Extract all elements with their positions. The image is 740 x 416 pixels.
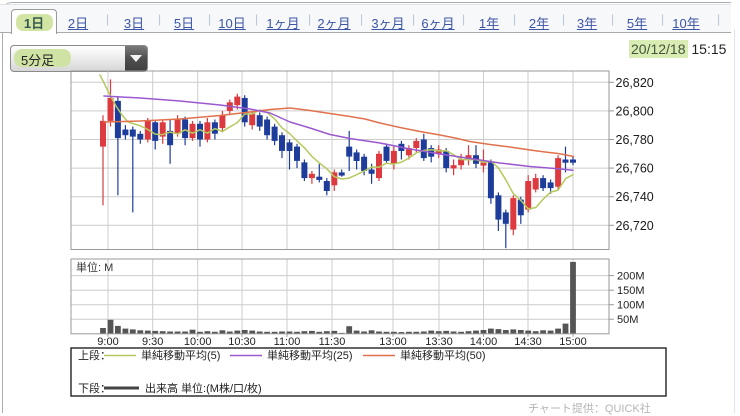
svg-text:26,740: 26,740 — [616, 190, 654, 204]
svg-text:11:30: 11:30 — [319, 336, 346, 348]
svg-text:単純移動平均(25): 単純移動平均(25) — [267, 348, 353, 362]
svg-text:出来高 単位:(M株/口/枚): 出来高 単位:(M株/口/枚) — [145, 381, 262, 395]
svg-text:単位: M: 単位: M — [76, 260, 113, 274]
svg-text:11:00: 11:00 — [274, 336, 301, 348]
svg-text:9:30: 9:30 — [142, 336, 163, 348]
svg-text:15:00: 15:00 — [559, 336, 587, 348]
svg-text:26,780: 26,780 — [616, 133, 654, 147]
svg-text:26,720: 26,720 — [616, 219, 654, 233]
svg-text:下段：: 下段： — [78, 381, 111, 395]
svg-text:単純移動平均(50): 単純移動平均(50) — [400, 348, 486, 362]
svg-text:26,820: 26,820 — [616, 76, 654, 90]
svg-text:13:30: 13:30 — [425, 336, 453, 348]
svg-text:上段：: 上段： — [78, 348, 111, 362]
svg-text:26,800: 26,800 — [616, 104, 654, 118]
svg-text:単純移動平均(5): 単純移動平均(5) — [141, 348, 220, 362]
svg-text:200M: 200M — [617, 271, 645, 283]
svg-text:50M: 50M — [617, 314, 638, 326]
svg-text:10:00: 10:00 — [184, 336, 212, 348]
svg-text:13:00: 13:00 — [379, 336, 407, 348]
svg-text:14:00: 14:00 — [470, 336, 498, 348]
svg-text:100M: 100M — [617, 300, 645, 312]
svg-text:10:30: 10:30 — [228, 336, 256, 348]
svg-text:9:00: 9:00 — [97, 336, 118, 348]
svg-text:150M: 150M — [617, 285, 645, 297]
svg-text:26,760: 26,760 — [616, 162, 654, 176]
svg-text:14:30: 14:30 — [514, 336, 542, 348]
